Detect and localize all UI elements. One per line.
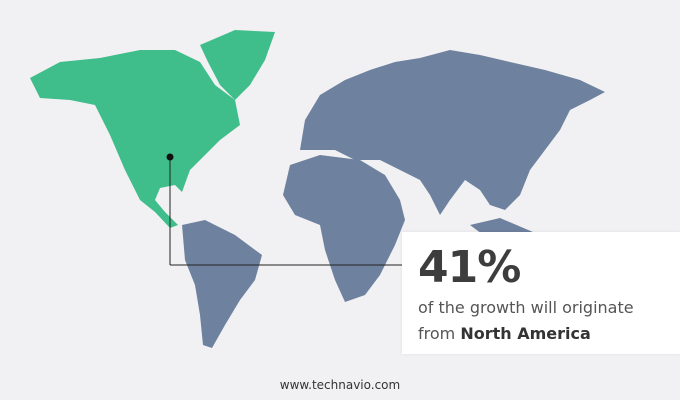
footer-url: www.technavio.com xyxy=(279,378,401,392)
africa xyxy=(283,155,405,302)
growth-percent: 41% xyxy=(418,242,521,293)
stat-region-line: from North America xyxy=(418,324,591,343)
europe-asia xyxy=(300,50,605,215)
stat-card: 41% of the growth will originate from No… xyxy=(402,232,680,354)
region-name: North America xyxy=(460,324,591,343)
north-america xyxy=(30,30,275,228)
stat-description: of the growth will originate xyxy=(418,298,634,317)
location-dot xyxy=(166,153,174,161)
south-america xyxy=(182,220,262,348)
greenland xyxy=(200,30,275,100)
